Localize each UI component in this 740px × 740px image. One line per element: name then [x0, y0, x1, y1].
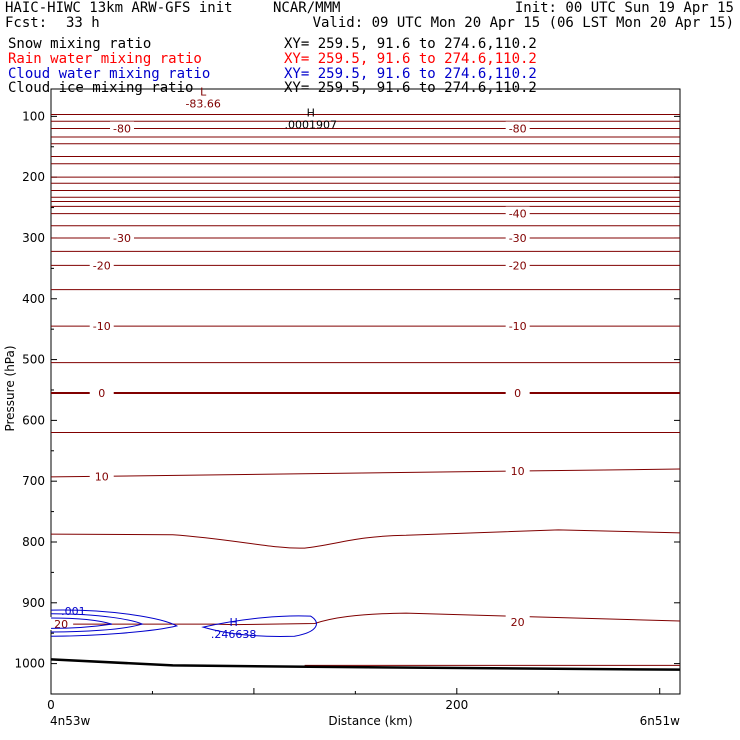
isotherm-label-bg: [49, 617, 74, 631]
field-snow-name: Snow mixing ratio: [8, 36, 152, 52]
isotherm-label: 0: [98, 387, 105, 400]
extremum-value: .0001907: [284, 118, 337, 131]
isotherm-label-bg: [505, 230, 530, 244]
extremum-value: .246638: [211, 628, 257, 641]
isotherm-label-bg: [110, 121, 135, 135]
x-tick-label: 0: [47, 698, 55, 712]
field-snow-xy: XY= 259.5, 91.6 to 274.6,110.2: [284, 36, 537, 52]
isotherm-label-bg: [505, 206, 530, 220]
forecast-hours: 33 h: [66, 15, 100, 31]
section-end-label: 6n51w: [640, 714, 681, 728]
field-cloudice-xy: XY= 259.5, 91.6 to 274.6,110.2: [284, 80, 537, 96]
y-tick-label: 600: [22, 413, 45, 427]
x-tick-label: 200: [445, 698, 468, 712]
y-tick-label: 800: [22, 535, 45, 549]
isotherm-label: -20: [93, 259, 111, 272]
isotherm-label-bg: [505, 386, 530, 400]
isotherm-10: [50, 468, 681, 478]
isotherm-label: -80: [509, 123, 527, 136]
section-start-label: 4n53w: [50, 714, 91, 728]
terrain-surface: [50, 658, 681, 671]
isotherm-label-bg: [89, 319, 114, 333]
isotherm-label: -80: [113, 123, 131, 136]
org-label: NCAR/MMM: [273, 0, 341, 16]
plot-frame: [50, 88, 681, 695]
cloud-water-contour: [50, 613, 144, 633]
isotherm-label-bg: [505, 614, 530, 628]
isotherm-label-bg: [89, 386, 114, 400]
field-cloudwater-xy: XY= 259.5, 91.6 to 274.6,110.2: [284, 66, 537, 82]
cloud-water-label: .001: [61, 605, 85, 618]
y-tick-label: 400: [22, 292, 45, 306]
isotherm-label-bg: [505, 121, 530, 135]
extremum-marker: L: [200, 86, 207, 99]
isotherm-label: 20: [511, 616, 525, 629]
y-tick-label: 100: [22, 109, 45, 123]
y-axis-label: Pressure (hPa): [3, 345, 17, 431]
valid-time: Valid: 09 UTC Mon 20 Apr 15 (06 LST Mon …: [312, 15, 734, 31]
isotherm-label: -30: [509, 232, 527, 245]
isotherm-label: 10: [95, 470, 109, 483]
isotherm-label: 20: [54, 618, 68, 631]
cloud-water-contour: [50, 617, 113, 629]
init-time: Init: 00 UTC Sun 19 Apr 15: [514, 0, 734, 16]
extremum-marker: H: [229, 616, 237, 629]
field-rain-name: Rain water mixing ratio: [8, 51, 202, 67]
x-axis-label: Distance (km): [328, 714, 412, 728]
cloud-water-contour: [201, 615, 317, 637]
isotherm-label: -40: [509, 208, 527, 221]
isotherm-label-bg: [89, 258, 114, 272]
y-tick-label: 700: [22, 474, 45, 488]
isotherm-label-bg: [505, 464, 530, 478]
y-tick-label: 300: [22, 231, 45, 245]
y-tick-label: 200: [22, 170, 45, 184]
isotherm-20: [51, 612, 681, 626]
isotherm-label: -30: [113, 232, 131, 245]
extremum-marker: H: [307, 106, 315, 119]
isotherm-label: 0: [514, 387, 521, 400]
isotherm-label: -20: [509, 259, 527, 272]
extremum-value: -83.66: [185, 98, 220, 111]
model-title: HAIC-HIWC 13km ARW-GFS init: [5, 0, 233, 16]
isotherm-label-bg: [505, 319, 530, 333]
isotherm-label: 10: [511, 465, 525, 478]
isotherm-line: [50, 529, 681, 549]
y-tick-label: 500: [22, 353, 45, 367]
field-cloudwater-name: Cloud water mixing ratio: [8, 66, 211, 82]
isotherm-label-bg: [505, 258, 530, 272]
field-cloudice-name: Cloud ice mixing ratio: [8, 80, 194, 96]
cloud-water-contour: [50, 609, 179, 637]
y-tick-label: 1000: [14, 657, 45, 671]
isotherm-label: -10: [93, 320, 111, 333]
isotherm-label-bg: [89, 469, 114, 483]
isotherm-label-bg: [110, 230, 135, 244]
y-tick-label: 900: [22, 596, 45, 610]
isotherm-label: -10: [509, 320, 527, 333]
field-rain-xy: XY= 259.5, 91.6 to 274.6,110.2: [284, 51, 537, 67]
forecast-label: Fcst:: [5, 15, 48, 31]
